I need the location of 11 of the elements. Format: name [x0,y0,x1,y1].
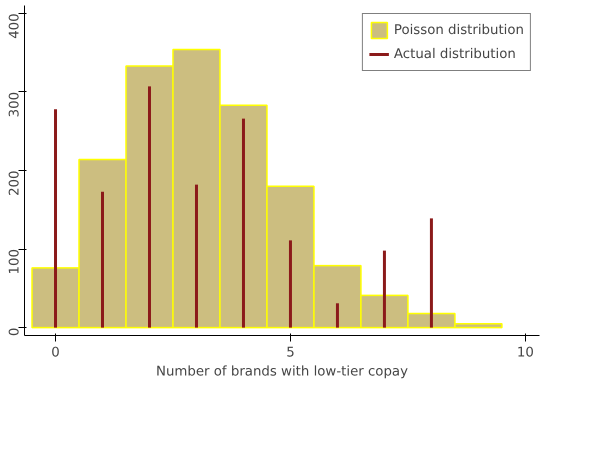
y-tick-label: 100 [8,249,22,275]
legend-label: Actual distribution [394,46,516,62]
x-tick-label: 10 [516,346,534,360]
y-tick-label: 200 [8,170,22,196]
y-tick-label: 300 [8,92,22,118]
y-tick-label: 400 [8,13,22,39]
legend-label: Poisson distribution [394,22,524,38]
x-tick-label: 5 [286,346,295,360]
y-tick-label: 0 [8,328,22,336]
x-tick-label: 0 [51,346,60,360]
x-axis-title: Number of brands with low-tier copay [156,364,408,380]
